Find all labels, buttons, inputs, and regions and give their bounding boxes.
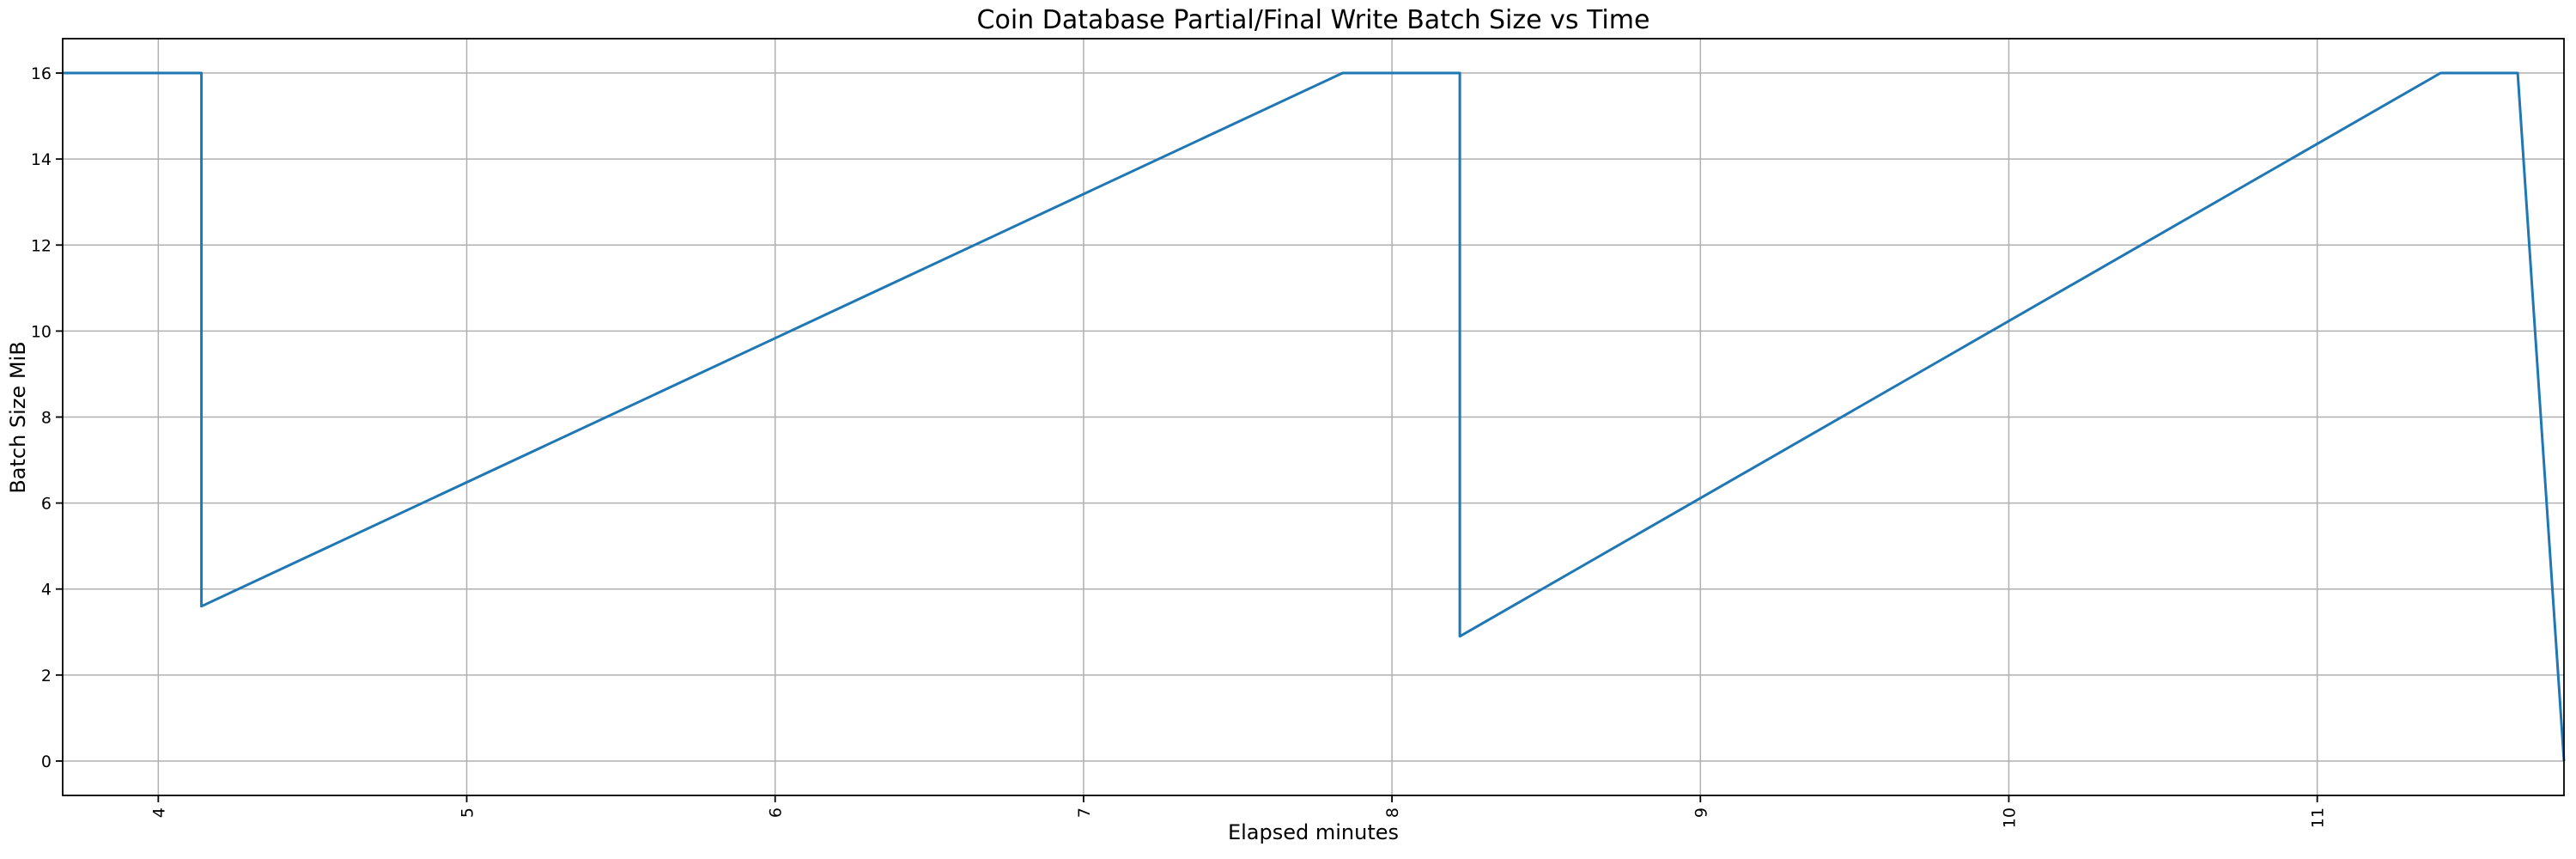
x-tick-label: 7 [1075,807,1094,818]
y-tick-label: 0 [41,752,52,771]
x-axis-label: Elapsed minutes [1227,820,1400,844]
series-line-batch-size-mib [63,71,2566,762]
y-tick-label: 14 [31,150,52,169]
x-tick-label: 8 [1383,807,1402,818]
y-tick-label: 8 [41,409,52,428]
y-axis-label: Batch Size MiB [6,341,30,494]
y-tick-label: 10 [31,322,52,341]
x-tick-label: 10 [2000,807,2019,828]
x-tick-label: 11 [2309,807,2328,828]
y-tick-label: 6 [41,495,52,514]
y-tick-label: 16 [31,64,52,83]
y-tick-label: 2 [41,667,52,685]
x-tick-label: 9 [1692,807,1710,818]
x-tick-label: 5 [459,807,477,818]
chart-title: Coin Database Partial/Final Write Batch … [976,5,1650,35]
x-tick-label: 6 [767,807,786,818]
y-tick-label: 12 [31,236,52,255]
y-tick-label: 4 [41,581,52,600]
x-tick-label: 4 [149,807,168,818]
